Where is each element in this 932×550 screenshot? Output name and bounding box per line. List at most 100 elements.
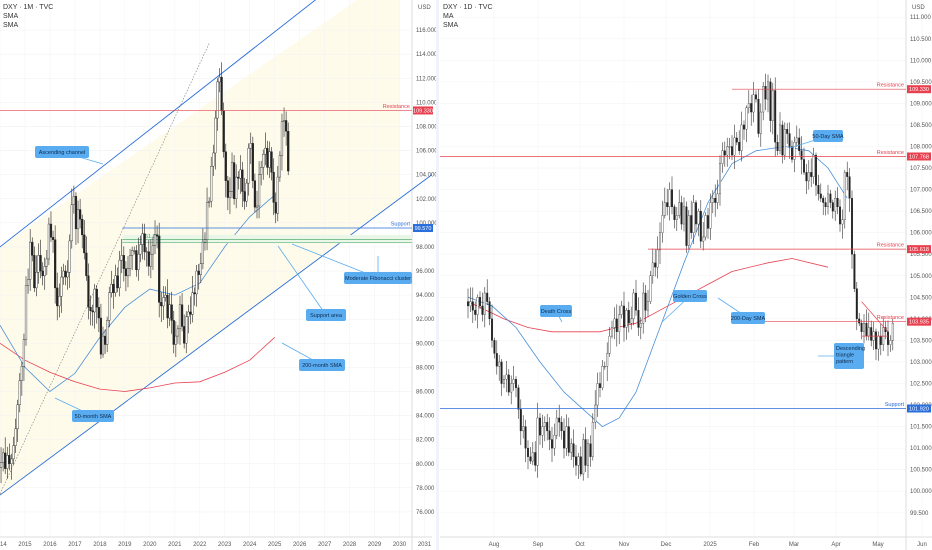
daily-candle-body — [548, 430, 551, 440]
daily-candle-body — [673, 206, 676, 220]
monthly-candle-body — [49, 223, 53, 238]
left-time-tick: 2025 — [268, 542, 282, 548]
monthly-candle-body — [164, 294, 167, 298]
daily-candle-body — [647, 301, 649, 311]
right-price-tick: 110.500 — [910, 37, 932, 43]
daily-candle-body — [774, 90, 777, 143]
monthly-candle-body — [162, 297, 165, 307]
daily-candle-body — [858, 318, 861, 324]
daily-candle-body — [723, 150, 726, 156]
daily-candle-body — [740, 124, 743, 151]
daily-candle-body — [644, 292, 647, 311]
daily-candle-body — [608, 335, 611, 354]
right-callout-box — [834, 343, 864, 369]
left-time-tick: 2014 — [0, 542, 7, 548]
right-price-tick: 108.500 — [910, 123, 932, 129]
daily-candle-body — [699, 210, 702, 242]
daily-candle-body — [541, 426, 544, 436]
daily-candle-body — [745, 107, 748, 130]
daily-candle-body — [819, 193, 822, 199]
daily-candle-body — [579, 456, 582, 475]
daily-candle-body — [620, 305, 623, 315]
daily-candle-body — [764, 86, 767, 100]
daily-candle-body — [707, 215, 709, 229]
channel-mid-dotted-line — [0, 42, 211, 494]
daily-candle-body — [848, 176, 851, 199]
monthly-candle-body — [85, 252, 88, 277]
monthly-candle-body — [285, 120, 288, 132]
monthly-candle-body — [95, 288, 98, 308]
right-level-badge-text: 107.768 — [909, 155, 929, 161]
daily-candle-body — [827, 193, 829, 208]
daily-candle-body — [651, 262, 654, 276]
daily-candle-body — [659, 232, 661, 251]
right-callout-text: 200-Day SMA — [731, 316, 766, 322]
monthly-candle-body — [156, 234, 159, 237]
daily-candle-body — [807, 172, 810, 182]
daily-candle-body — [666, 202, 669, 208]
right-callout-box — [813, 130, 843, 142]
monthly-candle-body — [79, 209, 82, 220]
daily-candle-body — [783, 129, 786, 156]
daily-candle-body — [555, 417, 558, 436]
left-time-axis: 2014 2015 2016 2017 2018 2019 2020 2021 2022 2023… — [0, 542, 432, 548]
monthly-candle-body — [97, 306, 100, 319]
monthly-candle-body — [241, 169, 244, 192]
right-currency-label: USD — [912, 5, 925, 11]
daily-candle-body — [762, 86, 765, 113]
left-price-tick: 86.000 — [416, 389, 435, 395]
monthly-candle-body — [276, 176, 279, 214]
left-price-tick: 114.000 — [416, 52, 438, 58]
sma-50-day-line — [467, 146, 848, 428]
monthly-candle-body — [201, 241, 204, 264]
left-time-tick: 2021 — [168, 542, 182, 548]
daily-candle-body — [714, 198, 717, 203]
monthly-candle-body — [235, 176, 238, 199]
monthly-candle-body — [228, 191, 232, 198]
daily-candle-body — [678, 202, 681, 216]
daily-candle-body — [767, 81, 769, 100]
monthly-candle-body — [178, 304, 182, 330]
daily-candle-body — [702, 236, 705, 242]
left-callout-text: 200-month SMA — [302, 363, 342, 369]
left-callout-text: Moderate Fibonacci cluster — [345, 276, 411, 282]
daily-candle-body — [601, 366, 604, 388]
sma-200-day-line — [467, 258, 829, 333]
left-price-tick: 92.000 — [416, 317, 435, 323]
right-callout-text-line: Descending — [836, 346, 865, 352]
daily-candle-body — [846, 172, 849, 177]
daily-candle-body — [875, 331, 877, 350]
daily-candle-body — [668, 189, 671, 208]
daily-candle-body — [565, 426, 568, 449]
daily-candle-body — [512, 379, 515, 384]
right-callout-text: Descending triangle pattern — [836, 346, 865, 365]
daily-candle-body — [567, 426, 570, 453]
monthly-candle-body — [137, 253, 140, 271]
daily-candle-body — [812, 154, 815, 177]
daily-candle-body — [721, 150, 724, 164]
left-price-tick: 110.000 — [416, 100, 438, 106]
monthly-candle-body — [153, 234, 157, 246]
monthly-candle-body — [51, 237, 55, 240]
daily-candle-body — [791, 146, 793, 160]
daily-candle-body — [627, 310, 630, 324]
daily-candle-body — [531, 452, 534, 462]
left-time-tick: 2018 — [93, 542, 107, 548]
monthly-candle-body — [108, 292, 111, 321]
daily-candle-body — [889, 340, 892, 345]
daily-candle-body — [611, 327, 613, 337]
right-price-tick: 110.000 — [910, 58, 932, 64]
right-time-tick: 2025 — [703, 542, 717, 548]
right-callout-text-line: triangle — [836, 353, 854, 359]
left-price-tick: 84.000 — [416, 414, 435, 420]
daily-candle-body — [663, 202, 666, 216]
daily-candle-body — [637, 310, 640, 328]
left-callout-box — [35, 146, 89, 158]
right-callout-box — [540, 305, 572, 317]
monthly-candle-body — [160, 302, 163, 307]
right-price-tick: 99.500 — [910, 511, 929, 517]
right-callout-box — [673, 290, 707, 302]
left-price-tick: 90.000 — [416, 341, 435, 347]
monthly-candle-body — [216, 81, 219, 119]
daily-candle-body — [695, 202, 697, 225]
